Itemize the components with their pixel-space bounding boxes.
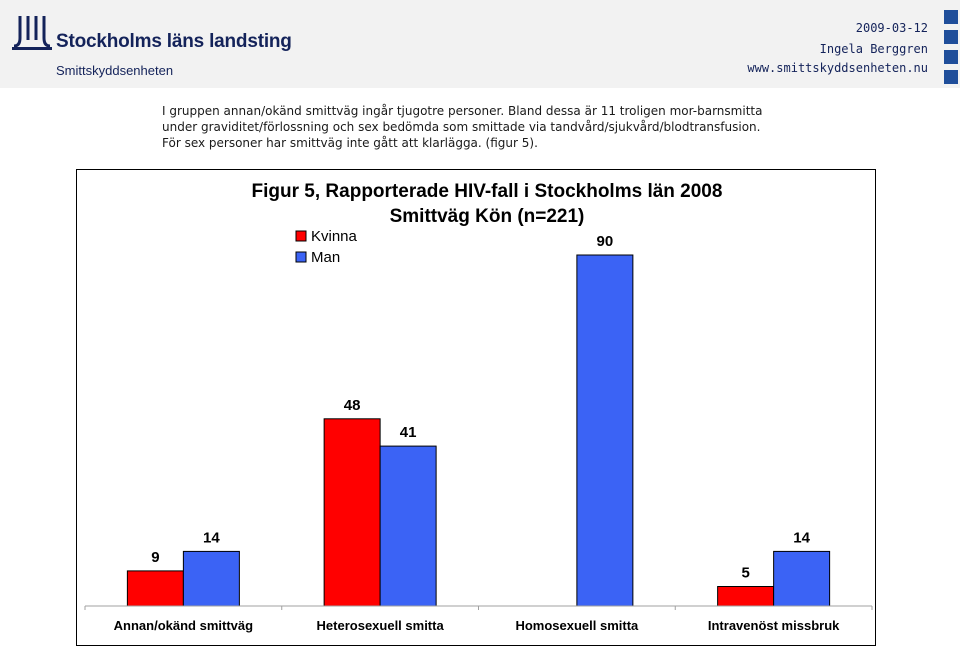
website-link[interactable]: www.smittskyddsenheten.nu <box>747 61 928 75</box>
data-label: 48 <box>344 397 361 414</box>
legend-swatch <box>295 230 307 242</box>
legend-label: Man <box>311 249 340 266</box>
data-label: 5 <box>741 565 749 582</box>
bar-man <box>773 550 831 607</box>
data-label: 90 <box>597 233 614 250</box>
data-label: 9 <box>151 549 159 566</box>
x-axis: Annan/okänd smittväg Heterosexuell smitta… <box>84 605 873 633</box>
bar-group: 9 14 48 41 90 5 14 <box>126 233 831 607</box>
unit-name: Smittskyddsenheten <box>56 63 174 78</box>
chart-title: Figur 5, Rapporterade HIV-fall i Stockho… <box>252 181 723 202</box>
legend-swatch <box>295 251 307 263</box>
square-icon <box>944 70 958 84</box>
data-label: 14 <box>203 529 220 546</box>
bar-man <box>379 445 437 607</box>
bar-kvinna <box>717 586 775 607</box>
figure-frame: Figur 5, Rapporterade HIV-fall i Stockho… <box>76 169 876 646</box>
legend-label: Kvinna <box>311 228 358 245</box>
x-tick-label: Annan/okänd smittväg <box>114 618 253 633</box>
intro-paragraph: I gruppen annan/okänd smittväg ingår tju… <box>162 103 922 151</box>
author-name: Ingela Berggren <box>819 42 928 56</box>
chart-subtitle: Smittväg Kön (n=221) <box>390 206 585 227</box>
x-tick-label: Homosexuell smitta <box>515 618 639 633</box>
bar-man <box>576 254 634 607</box>
data-label: 41 <box>400 424 417 441</box>
county-logo-icon <box>12 16 52 50</box>
paragraph-line: För sex personer har smittväg inte gått … <box>162 136 538 150</box>
paragraph-line: under graviditet/förlossning och sex bed… <box>162 120 761 134</box>
chart-legend: Kvinna Man <box>295 228 358 266</box>
organization-name: Stockholms läns landsting <box>56 31 292 52</box>
data-label: 14 <box>793 529 810 546</box>
square-icon <box>944 50 958 64</box>
bar-man <box>182 550 240 607</box>
x-tick-label: Heterosexuell smitta <box>317 618 445 633</box>
bar-kvinna <box>126 570 184 607</box>
square-icon <box>944 10 958 24</box>
report-date: 2009-03-12 <box>855 21 928 35</box>
page-header: Stockholms läns landsting Smittskyddsenh… <box>0 0 960 88</box>
square-icon <box>944 30 958 44</box>
bar-kvinna <box>323 418 381 607</box>
x-tick-label: Intravenöst missbruk <box>708 618 840 633</box>
decorative-squares <box>944 10 960 90</box>
paragraph-line: I gruppen annan/okänd smittväg ingår tju… <box>162 104 763 118</box>
bar-chart: Figur 5, Rapporterade HIV-fall i Stockho… <box>84 181 873 633</box>
